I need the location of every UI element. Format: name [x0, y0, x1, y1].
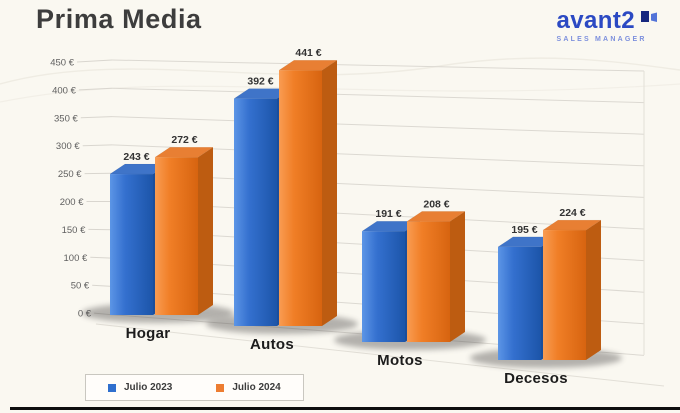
bar-julio-2024-motos-side [450, 211, 465, 342]
bar-julio-2023-autos [234, 98, 277, 326]
value-label-julio-2023-autos: 392 € [247, 76, 273, 88]
background-wave [0, 57, 680, 85]
y-axis-tick [90, 256, 113, 259]
y-tick-label: 50 € [71, 281, 90, 292]
y-axis-tick [80, 116, 113, 119]
bar-julio-2024-autos [279, 70, 322, 326]
category-label-hogar: Hogar [126, 325, 171, 342]
bar-julio-2023-motos [362, 231, 405, 342]
floor-front-edge [95, 323, 665, 387]
y-tick-label: 350 € [54, 113, 78, 124]
brand-tagline: SALES MANAGER [556, 36, 647, 43]
brand-name: avant2 [556, 7, 635, 34]
value-label-julio-2024-hogar: 272 € [171, 134, 197, 146]
background-wave [0, 83, 680, 103]
gridline [111, 59, 645, 72]
window-bottom-edge [10, 407, 680, 410]
category-label-decesos: Decesos [504, 370, 568, 387]
bar-julio-2024-motos [407, 221, 450, 342]
y-axis-tick [78, 87, 113, 91]
page-title: Prima Media [36, 4, 202, 34]
value-label-julio-2023-motos: 191 € [375, 208, 401, 220]
chart-legend: Julio 2023 Julio 2024 [85, 374, 304, 401]
bar-julio-2024-decesos-side [586, 220, 601, 360]
gridline [111, 116, 645, 135]
value-label-julio-2023-hogar: 243 € [123, 151, 149, 163]
brand-logo: avant2 SALES MANAGER [557, 9, 660, 43]
value-label-julio-2023-decesos: 195 € [511, 224, 537, 236]
bar-julio-2023-decesos [498, 246, 541, 360]
legend-label: Julio 2023 [124, 382, 173, 393]
legend-swatch-orange [216, 383, 225, 392]
y-axis-tick [82, 144, 113, 147]
legend-item-julio-2024: Julio 2024 [216, 382, 281, 393]
legend-swatch-blue [108, 383, 116, 392]
value-label-julio-2024-autos: 441 € [295, 47, 321, 59]
gridline [111, 87, 645, 104]
y-tick-label: 450 € [50, 58, 74, 69]
y-tick-label: 150 € [62, 225, 86, 236]
bar-julio-2024-hogar-side [198, 147, 213, 315]
y-tick-label: 200 € [60, 197, 84, 208]
value-label-julio-2024-decesos: 224 € [559, 207, 585, 219]
y-tick-label: 100 € [64, 253, 88, 264]
bar-julio-2024-hogar [155, 157, 198, 315]
value-label-julio-2024-motos: 208 € [423, 198, 449, 210]
category-label-autos: Autos [250, 336, 294, 353]
bar-julio-2024-autos-side [322, 60, 337, 326]
category-label-motos: Motos [377, 352, 423, 369]
legend-label: Julio 2024 [232, 382, 281, 393]
bar-julio-2024-decesos [543, 230, 586, 360]
y-axis-tick [92, 284, 113, 287]
legend-item-julio-2023: Julio 2023 [108, 382, 172, 393]
y-tick-label: 300 € [56, 141, 80, 152]
y-axis-tick [76, 59, 113, 63]
bar-julio-2023-hogar [110, 174, 153, 315]
y-tick-label: 400 € [52, 85, 76, 96]
brand-logo-icon [640, 10, 660, 30]
y-tick-label: 250 € [58, 169, 82, 180]
